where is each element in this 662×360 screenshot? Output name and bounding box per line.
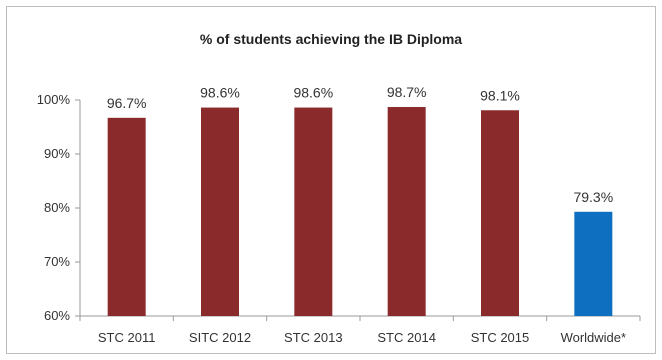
y-tick-label: 100% xyxy=(37,92,71,107)
y-tick-label: 70% xyxy=(44,254,70,269)
x-tick-label: STC 2013 xyxy=(284,330,343,345)
x-tick-label: Worldwide* xyxy=(561,330,627,345)
data-labels-group: 96.7% 98.6% 98.6% 98.7% 98.1% 79.3% xyxy=(107,84,613,205)
bar xyxy=(481,110,519,316)
x-tick-label: STC 2014 xyxy=(377,330,436,345)
bar xyxy=(294,107,333,316)
y-axis: 60% 70% 80% 90% 100% xyxy=(37,92,81,323)
x-tick-label: STC 2011 xyxy=(98,330,156,345)
y-tick-label: 80% xyxy=(44,200,70,215)
data-label: 98.7% xyxy=(387,84,427,100)
y-tick-label: 90% xyxy=(44,146,70,161)
bars-group xyxy=(107,107,613,317)
data-label: 98.1% xyxy=(480,87,520,103)
bar xyxy=(387,107,426,317)
chart-title: % of students achieving the IB Diploma xyxy=(200,31,462,47)
x-tick-label: SITC 2012 xyxy=(189,330,251,345)
x-axis: STC 2011 SITC 2012 STC 2013 STC 2014 STC 201… xyxy=(79,315,641,345)
y-tick-label: 60% xyxy=(44,308,70,323)
data-label: 96.7% xyxy=(107,95,147,111)
bar xyxy=(107,117,146,316)
data-label: 98.6% xyxy=(293,85,333,101)
bar xyxy=(574,211,613,316)
data-label: 98.6% xyxy=(200,85,240,101)
bar xyxy=(201,107,239,316)
data-label: 79.3% xyxy=(573,189,613,205)
x-tick-label: STC 2015 xyxy=(471,330,530,345)
